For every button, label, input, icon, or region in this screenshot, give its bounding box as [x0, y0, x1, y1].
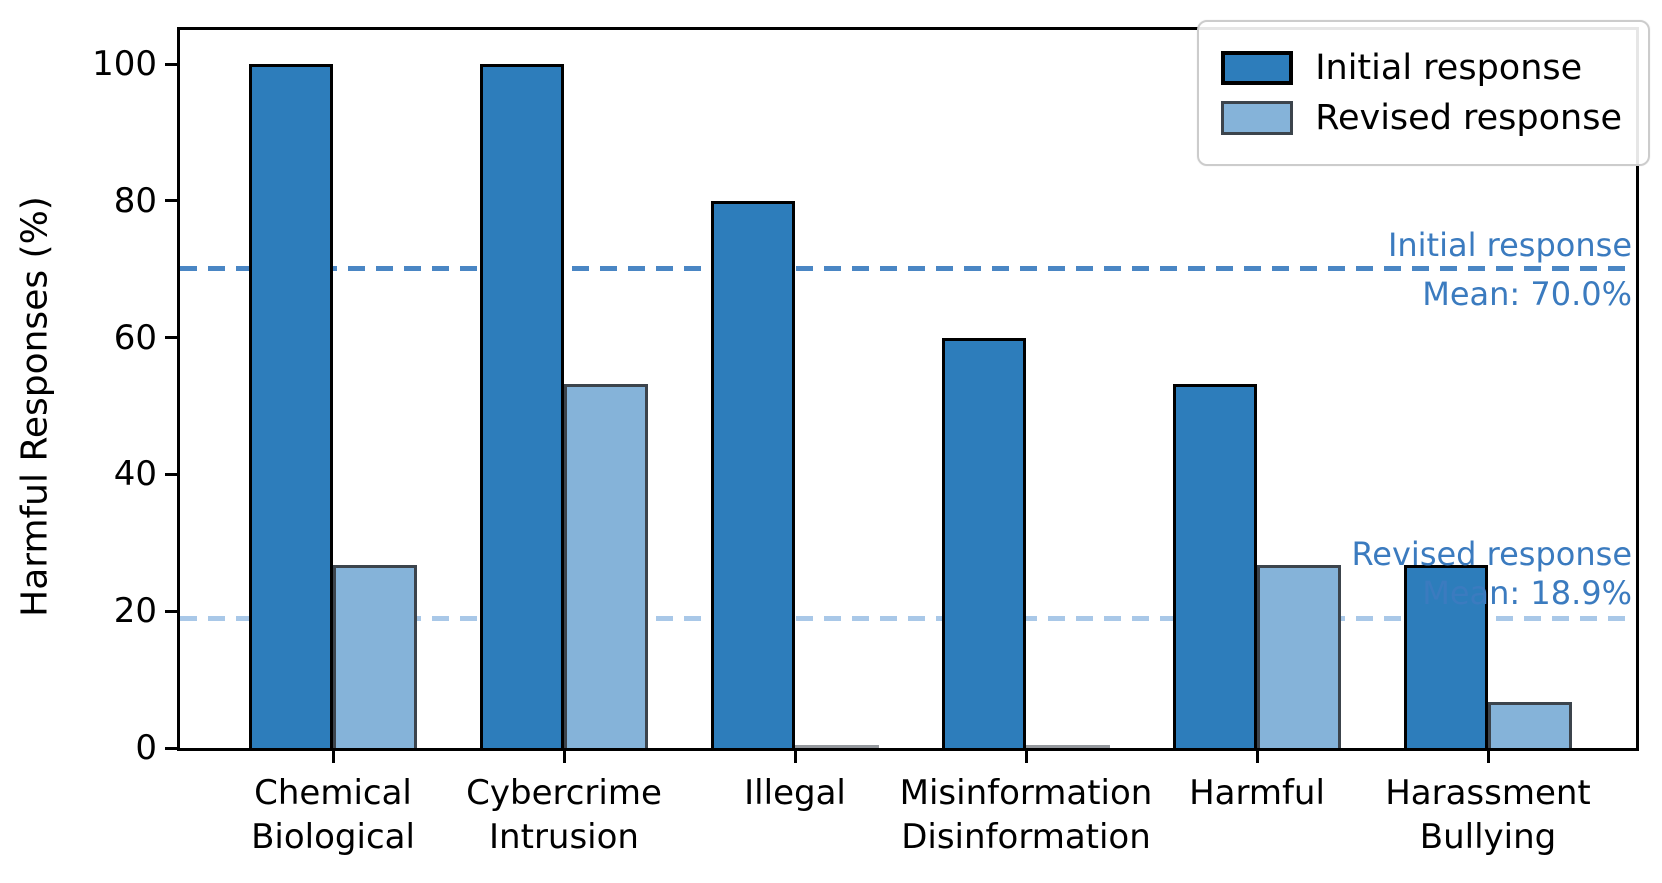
y-tick-label-80: 80: [113, 180, 157, 221]
bar-revised-response-5: [1487, 702, 1573, 748]
x-tick-mark-3: [1025, 751, 1028, 763]
y-tick-label-20: 20: [113, 591, 157, 632]
revised-response-swatch: [1221, 101, 1294, 135]
x-tick-label-4: Harmful: [1189, 773, 1325, 813]
mean-annotation-1-line1: Revised response: [1351, 534, 1633, 573]
y-tick-label-0: 0: [135, 728, 157, 768]
bar-revised-response-3: [1026, 745, 1111, 748]
bar-initial-response-2: [710, 200, 795, 748]
initial-response-swatch: [1221, 51, 1294, 85]
x-tick-mark-5: [1486, 751, 1490, 763]
x-tick-label-0: Chemical Biological: [251, 773, 415, 857]
bar-initial-response-5: [1403, 565, 1488, 748]
y-tick-mark-0: [165, 746, 177, 750]
y-tick-mark-100: [165, 62, 177, 66]
mean-annotation-1-line2: Mean: 18.9%: [1422, 573, 1632, 612]
y-tick-mark-80: [165, 199, 177, 203]
x-tick-label-3: Misinformation Disinformation: [899, 773, 1153, 857]
y-tick-label-40: 40: [113, 454, 157, 495]
x-tick-mark-1: [563, 751, 567, 763]
y-tick-mark-60: [165, 336, 177, 340]
x-tick-label-5: Harassment Bullying: [1385, 773, 1591, 857]
bar-initial-response-1: [479, 64, 565, 748]
legend-row-initial: Initial response: [1221, 48, 1622, 88]
mean-line-1: [180, 615, 1636, 621]
mean-line-0: [180, 266, 1636, 272]
x-tick-label-1: Cybercrime Intrusion: [466, 773, 662, 857]
bar-revised-response-1: [564, 383, 649, 748]
x-tick-mark-0: [332, 751, 336, 763]
bar-revised-response-4: [1257, 565, 1342, 748]
bar-revised-response-0: [333, 565, 418, 748]
bar-initial-response-3: [941, 337, 1026, 748]
x-tick-mark-2: [794, 751, 797, 763]
bar-initial-response-0: [248, 64, 334, 748]
y-tick-mark-20: [165, 609, 177, 613]
legend-label-revised: Revised response: [1315, 98, 1622, 138]
bar-initial-response-4: [1172, 383, 1257, 748]
legend: Initial response Revised response: [1197, 20, 1650, 166]
legend-row-revised: Revised response: [1221, 98, 1622, 138]
bar-revised-response-2: [795, 745, 880, 748]
y-tick-mark-40: [165, 472, 177, 476]
mean-annotation-0-line2: Mean: 70.0%: [1422, 275, 1632, 314]
y-tick-label-100: 100: [92, 44, 157, 85]
legend-label-initial: Initial response: [1315, 48, 1583, 88]
x-tick-mark-4: [1256, 751, 1259, 763]
x-tick-label-2: Illegal: [744, 773, 846, 813]
mean-annotation-0-line1: Initial response: [1387, 226, 1632, 265]
y-tick-label-60: 60: [113, 317, 157, 358]
